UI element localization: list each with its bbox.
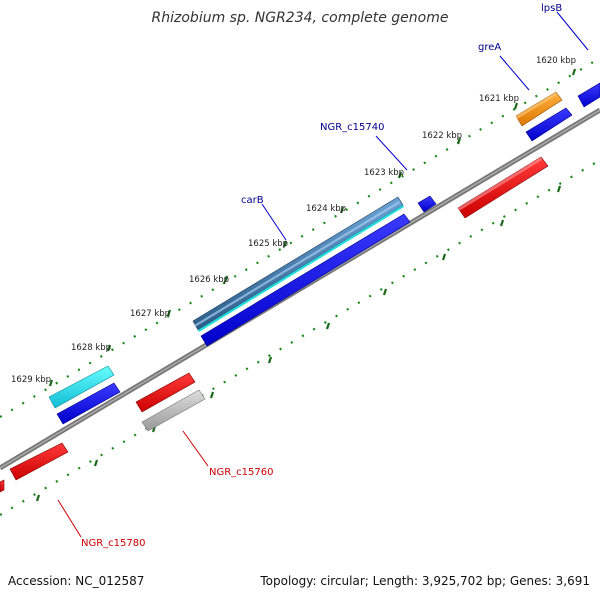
tick-label: 1624 kbp xyxy=(306,204,346,214)
tick-label: 1622 kbp xyxy=(422,131,462,141)
tick-label: 1625 kbp xyxy=(248,239,288,249)
gene-label-NGR_c15760[interactable]: NGR_c15760 xyxy=(209,467,274,478)
tick-label: 1628 kbp xyxy=(71,343,111,353)
tick-label: 1626 kbp xyxy=(189,275,229,285)
gene-labels: lpsB greA NGR_c15740 carB NGR_c15760 NGR… xyxy=(81,3,562,549)
feature-NGR_c15760-gene[interactable] xyxy=(135,372,196,413)
outer-tick-ring xyxy=(0,57,600,418)
tick-label: 1621 kbp xyxy=(479,94,519,104)
feature-gray-gene-1627[interactable] xyxy=(141,389,206,432)
feature-NGR_c15780-gene[interactable] xyxy=(9,442,69,481)
feature-NGR_c15740-cds[interactable] xyxy=(417,195,437,213)
feature-red-gene-edge[interactable] xyxy=(0,479,5,493)
gene-label-carB[interactable]: carB xyxy=(241,195,264,206)
tick-label: 1629 kbp xyxy=(11,375,51,385)
inner-tick-ring xyxy=(0,159,600,516)
accession-text: Accession: NC_012587 xyxy=(8,574,145,588)
gene-label-NGR_c15740[interactable]: NGR_c15740 xyxy=(320,122,385,133)
feature-lpsB-cds[interactable] xyxy=(577,82,600,108)
label-leaders xyxy=(57,11,589,538)
feature-cyan-gene-1629[interactable] xyxy=(48,365,115,409)
genome-title: Rhizobium sp. NGR234, complete genome xyxy=(151,10,449,26)
feature-greA-cds[interactable] xyxy=(525,107,573,142)
feature-carB-light-band xyxy=(198,205,404,332)
tick-label: 1623 kbp xyxy=(364,168,404,178)
tick-labels: 1620 kbp 1621 kbp 1622 kbp 1623 kbp 1624… xyxy=(11,56,576,385)
feature-red-gene-1621[interactable] xyxy=(457,156,549,219)
gene-label-greA[interactable]: greA xyxy=(478,42,501,53)
outer-major-ticks xyxy=(48,68,577,387)
tick-label: 1620 kbp xyxy=(536,56,576,66)
gene-label-NGR_c15780[interactable]: NGR_c15780 xyxy=(81,538,146,549)
feature-cds-1629[interactable] xyxy=(56,382,121,425)
feature-greA-gene[interactable] xyxy=(515,91,563,127)
feature-carB-gene[interactable] xyxy=(192,196,404,331)
gene-label-lpsB[interactable]: lpsB xyxy=(541,3,562,14)
feature-carB-cds[interactable] xyxy=(200,213,411,347)
tick-label: 1627 kbp xyxy=(130,309,170,319)
genome-summary-text: Topology: circular; Length: 3,925,702 bp… xyxy=(260,574,590,588)
inner-major-ticks xyxy=(35,185,562,502)
